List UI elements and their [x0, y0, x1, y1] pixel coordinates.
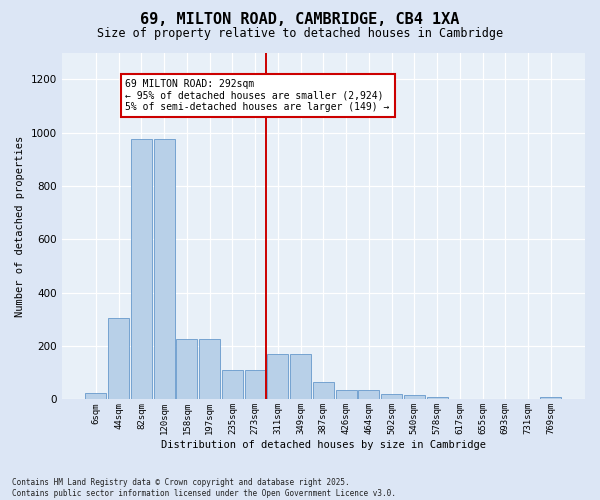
Bar [335, 390, 356, 400]
Bar [313, 382, 334, 400]
Bar [176, 340, 197, 400]
Y-axis label: Number of detached properties: Number of detached properties [15, 136, 25, 316]
Text: Contains HM Land Registry data © Crown copyright and database right 2025.
Contai: Contains HM Land Registry data © Crown c… [12, 478, 396, 498]
Bar [381, 394, 402, 400]
Bar [108, 318, 129, 400]
Bar [222, 370, 243, 400]
Text: 69 MILTON ROAD: 292sqm
← 95% of detached houses are smaller (2,924)
5% of semi-d: 69 MILTON ROAD: 292sqm ← 95% of detached… [125, 79, 390, 112]
Bar [540, 396, 561, 400]
Bar [131, 139, 152, 400]
Text: Size of property relative to detached houses in Cambridge: Size of property relative to detached ho… [97, 28, 503, 40]
Bar [427, 396, 448, 400]
Bar [199, 340, 220, 400]
Bar [358, 390, 379, 400]
Text: 69, MILTON ROAD, CAMBRIDGE, CB4 1XA: 69, MILTON ROAD, CAMBRIDGE, CB4 1XA [140, 12, 460, 28]
Bar [245, 370, 266, 400]
Bar [268, 354, 289, 400]
Bar [85, 392, 106, 400]
Bar [290, 354, 311, 400]
Bar [154, 139, 175, 400]
Bar [404, 396, 425, 400]
X-axis label: Distribution of detached houses by size in Cambridge: Distribution of detached houses by size … [161, 440, 486, 450]
